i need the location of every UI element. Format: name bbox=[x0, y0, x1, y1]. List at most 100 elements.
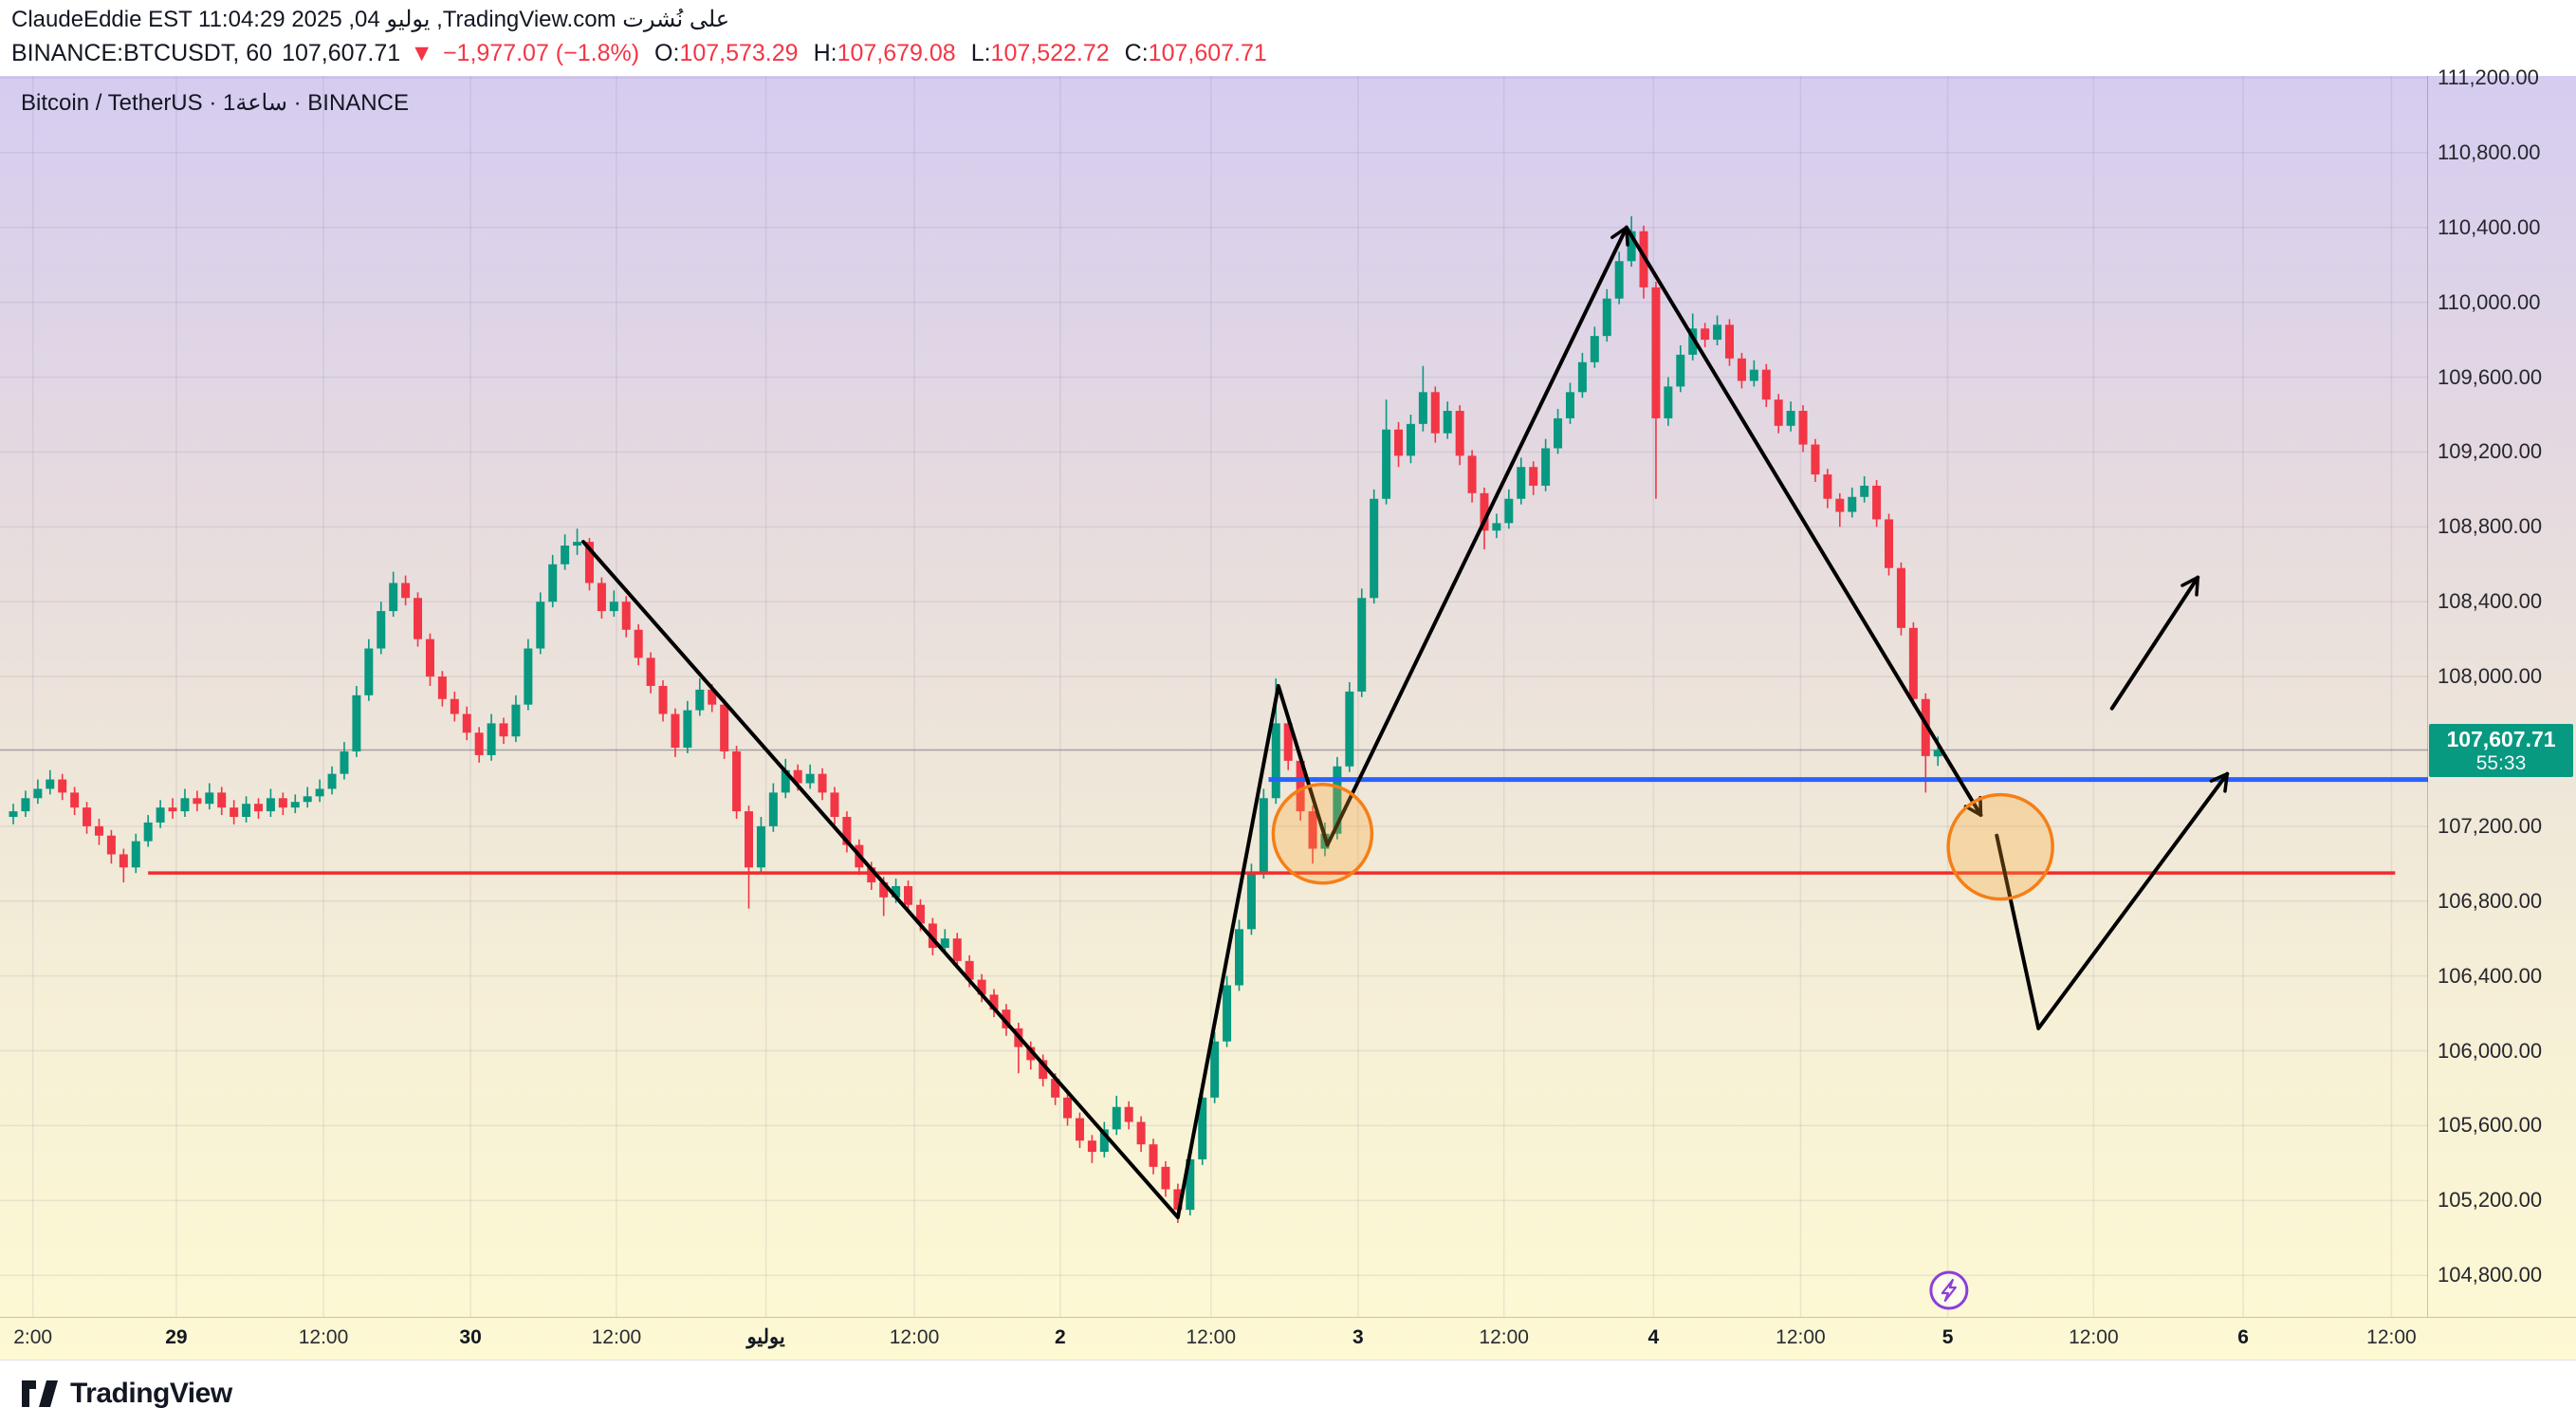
chart-header-bar: ClaudeEddie EST 11:04:29 2025 ,04 يوليو … bbox=[0, 0, 2576, 76]
candle bbox=[1382, 399, 1391, 505]
price-axis-label: 106,400.00 bbox=[2438, 963, 2543, 988]
candle bbox=[1811, 438, 1820, 482]
candle bbox=[671, 708, 680, 757]
time-axis-label: يوليو bbox=[746, 1326, 785, 1348]
candle bbox=[315, 779, 324, 803]
candle bbox=[1921, 693, 1930, 793]
candle bbox=[548, 554, 558, 608]
candle-body bbox=[230, 807, 239, 818]
candle-body bbox=[1455, 411, 1464, 456]
candle bbox=[1713, 315, 1722, 346]
time-axis-label: 2:00 bbox=[13, 1326, 53, 1348]
candle bbox=[573, 528, 582, 555]
candle-body bbox=[695, 689, 705, 711]
time-axis-label: 2 bbox=[1054, 1326, 1066, 1348]
price-axis-label: 107,200.00 bbox=[2438, 813, 2543, 838]
candle-body bbox=[720, 704, 729, 751]
candle-body bbox=[1271, 723, 1280, 799]
candle-body bbox=[1541, 448, 1551, 486]
candle bbox=[1823, 469, 1832, 509]
candle-body bbox=[487, 723, 496, 755]
price-axis-label: 110,400.00 bbox=[2438, 214, 2541, 239]
candle-body bbox=[952, 938, 962, 961]
symbol-name[interactable]: BINANCE:BTCUSDT, 60 bbox=[11, 40, 273, 66]
time-axis-label: 6 bbox=[2237, 1326, 2249, 1348]
candle-body bbox=[1345, 691, 1354, 767]
price-axis-label: 105,600.00 bbox=[2438, 1113, 2543, 1138]
candle-body bbox=[1688, 328, 1698, 355]
price-axis-label: 106,000.00 bbox=[2438, 1038, 2543, 1063]
candle-body bbox=[1713, 324, 1722, 341]
candle-body bbox=[1872, 485, 1882, 520]
candlestick-chart[interactable] bbox=[0, 76, 2428, 1317]
candle-body bbox=[364, 648, 374, 695]
candle bbox=[1430, 386, 1440, 443]
candle-body bbox=[303, 796, 312, 803]
price-axis-label: 109,200.00 bbox=[2438, 439, 2543, 464]
lightning-icon[interactable] bbox=[1929, 1270, 1969, 1310]
candle bbox=[1149, 1139, 1158, 1175]
candle bbox=[1860, 476, 1869, 503]
candle-body bbox=[1504, 498, 1514, 524]
candle bbox=[266, 788, 275, 818]
candle-body bbox=[1554, 417, 1563, 449]
candle-body bbox=[584, 542, 594, 583]
candle bbox=[1602, 288, 1611, 343]
candle-body bbox=[621, 602, 631, 630]
time-axis-label: 30 bbox=[459, 1326, 482, 1348]
trend-arrow-drawing[interactable] bbox=[1624, 225, 1983, 818]
candle bbox=[1210, 1031, 1220, 1103]
candle-body bbox=[1774, 399, 1783, 426]
candle-body bbox=[940, 938, 949, 949]
candle bbox=[9, 804, 18, 824]
candle-body bbox=[389, 583, 398, 612]
candle-body bbox=[242, 804, 251, 818]
candle bbox=[597, 577, 606, 619]
trend-arrow-drawing[interactable] bbox=[1325, 225, 1629, 847]
candle-body bbox=[671, 713, 680, 749]
candle bbox=[499, 717, 508, 745]
candle-body bbox=[1430, 392, 1440, 434]
candle-body bbox=[634, 629, 643, 658]
candle-body bbox=[474, 732, 484, 755]
candle bbox=[1394, 421, 1404, 468]
candle bbox=[634, 623, 643, 666]
candle-body bbox=[561, 546, 570, 565]
time-axis[interactable]: 2:00 29 12:00 30 12:00 يوليو 12:00 2 12:00 3 12:00… bbox=[0, 1317, 2428, 1360]
price-axis-label: 105,200.00 bbox=[2438, 1188, 2543, 1213]
candle-body bbox=[805, 773, 815, 784]
trendline-drawing[interactable] bbox=[581, 540, 1330, 1220]
candle bbox=[1517, 457, 1526, 505]
candle bbox=[278, 792, 287, 816]
candle-body bbox=[793, 769, 802, 784]
candle bbox=[1701, 323, 1710, 347]
price-axis[interactable]: 107,607.71 55:33 111,200.00 110,800.00 110… bbox=[2428, 65, 2576, 1317]
candle bbox=[205, 783, 214, 810]
trend-arrow-drawing[interactable] bbox=[2109, 575, 2200, 711]
candle bbox=[1345, 682, 1354, 772]
circle-highlight-drawing[interactable] bbox=[1946, 792, 2054, 901]
candle-body bbox=[1198, 1097, 1207, 1159]
candle bbox=[119, 848, 128, 883]
candle bbox=[1406, 414, 1415, 464]
candle-body bbox=[1676, 354, 1685, 387]
chart-legend[interactable]: Bitcoin / TetherUS · 1ساعة · BINANCE bbox=[21, 90, 409, 116]
candle bbox=[1370, 489, 1379, 604]
candle bbox=[437, 671, 447, 707]
circle-highlight-drawing[interactable] bbox=[1271, 783, 1374, 885]
tradingview-brand-link[interactable]: TradingView bbox=[21, 1378, 232, 1410]
candle-body bbox=[352, 694, 361, 751]
candle-body bbox=[46, 779, 55, 789]
current-price-badge[interactable]: 107,607.71 55:33 bbox=[2429, 724, 2573, 778]
price-axis-label: 110,000.00 bbox=[2438, 289, 2541, 314]
candle bbox=[340, 742, 349, 780]
candle-body bbox=[401, 583, 411, 599]
candle-body bbox=[119, 854, 128, 868]
trend-arrow-drawing[interactable] bbox=[1995, 771, 2230, 1030]
candle-body bbox=[278, 798, 287, 808]
candle bbox=[1063, 1091, 1073, 1126]
candle bbox=[1112, 1095, 1121, 1136]
candle bbox=[193, 790, 202, 812]
candle bbox=[1565, 382, 1574, 424]
price-axis-label: 108,800.00 bbox=[2438, 514, 2543, 539]
